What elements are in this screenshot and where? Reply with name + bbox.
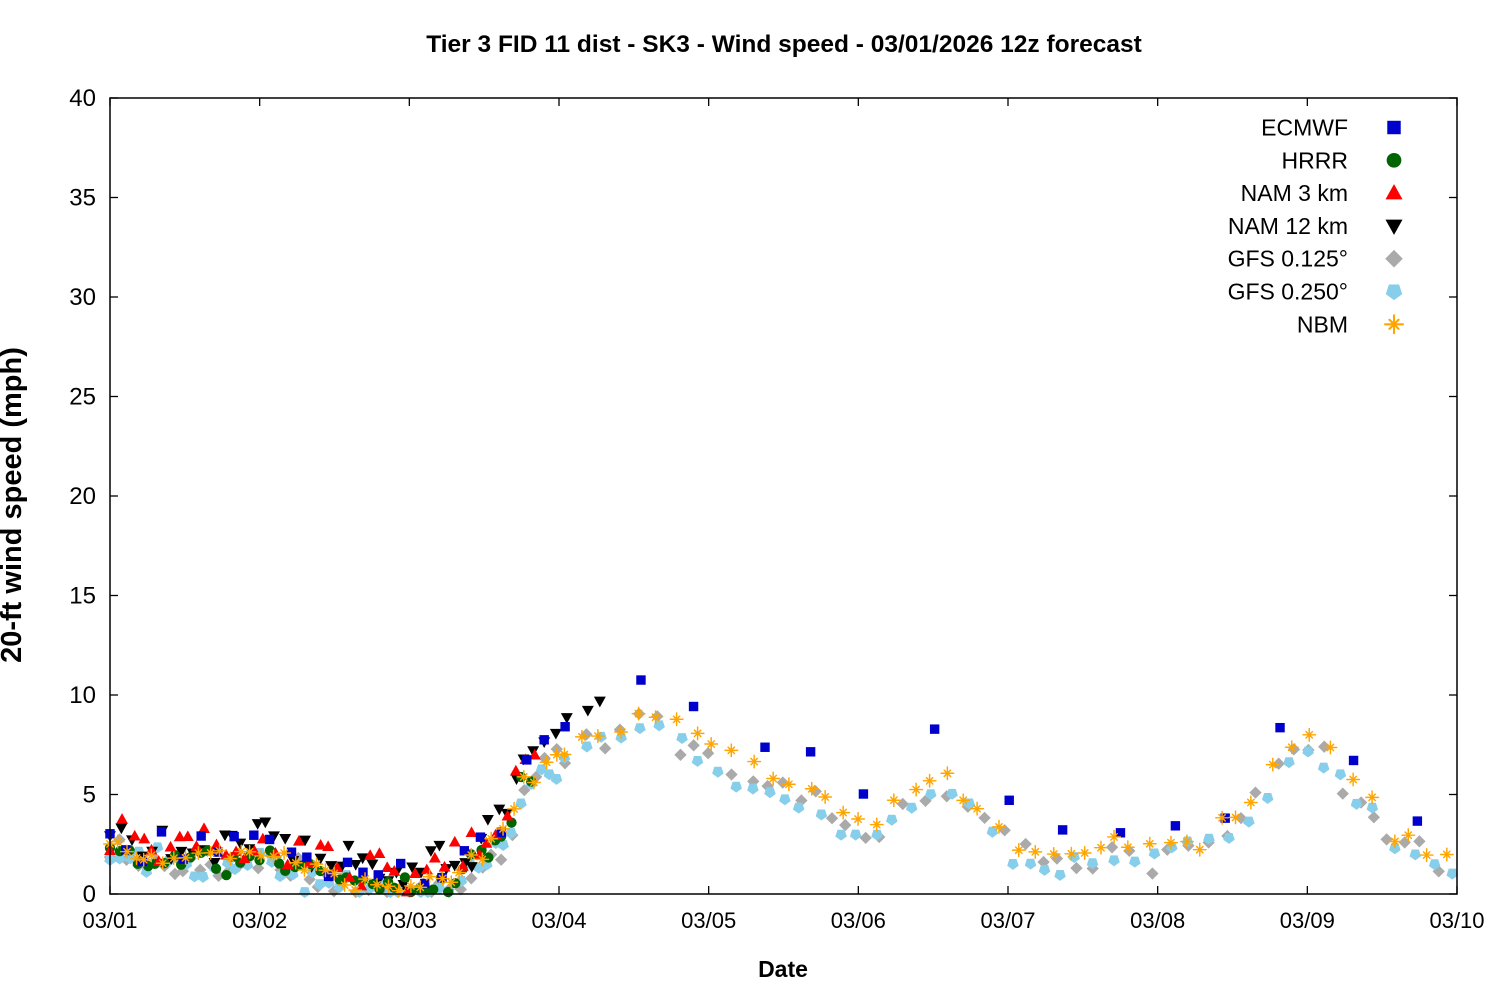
svg-text:03/09: 03/09 <box>1280 908 1335 933</box>
svg-text:03/06: 03/06 <box>831 908 886 933</box>
svg-text:03/10: 03/10 <box>1429 908 1484 933</box>
svg-text:NAM 12 km: NAM 12 km <box>1228 213 1348 239</box>
svg-text:03/05: 03/05 <box>681 908 736 933</box>
svg-text:03/04: 03/04 <box>531 908 586 933</box>
svg-text:10: 10 <box>69 682 96 709</box>
svg-text:NBM: NBM <box>1297 311 1348 337</box>
svg-text:03/08: 03/08 <box>1130 908 1185 933</box>
svg-text:Date: Date <box>758 956 808 982</box>
svg-text:0: 0 <box>83 881 96 908</box>
svg-text:HRRR: HRRR <box>1282 147 1348 173</box>
svg-text:20: 20 <box>69 483 96 510</box>
svg-text:03/01: 03/01 <box>82 908 137 933</box>
svg-text:ECMWF: ECMWF <box>1261 115 1348 141</box>
svg-text:GFS 0.250°: GFS 0.250° <box>1228 279 1348 305</box>
svg-text:30: 30 <box>69 284 96 311</box>
svg-text:5: 5 <box>83 782 96 809</box>
svg-text:35: 35 <box>69 185 96 212</box>
svg-text:20-ft wind speed (mph): 20-ft wind speed (mph) <box>0 347 28 663</box>
svg-text:25: 25 <box>69 384 96 411</box>
svg-text:GFS 0.125°: GFS 0.125° <box>1228 246 1348 272</box>
svg-text:03/07: 03/07 <box>980 908 1035 933</box>
svg-text:NAM 3 km: NAM 3 km <box>1241 180 1348 206</box>
svg-text:03/03: 03/03 <box>382 908 437 933</box>
svg-text:Tier 3 FID 11 dist - SK3 - Win: Tier 3 FID 11 dist - SK3 - Wind speed - … <box>426 31 1142 58</box>
svg-text:40: 40 <box>69 85 96 112</box>
svg-text:15: 15 <box>69 583 96 610</box>
svg-text:03/02: 03/02 <box>232 908 287 933</box>
